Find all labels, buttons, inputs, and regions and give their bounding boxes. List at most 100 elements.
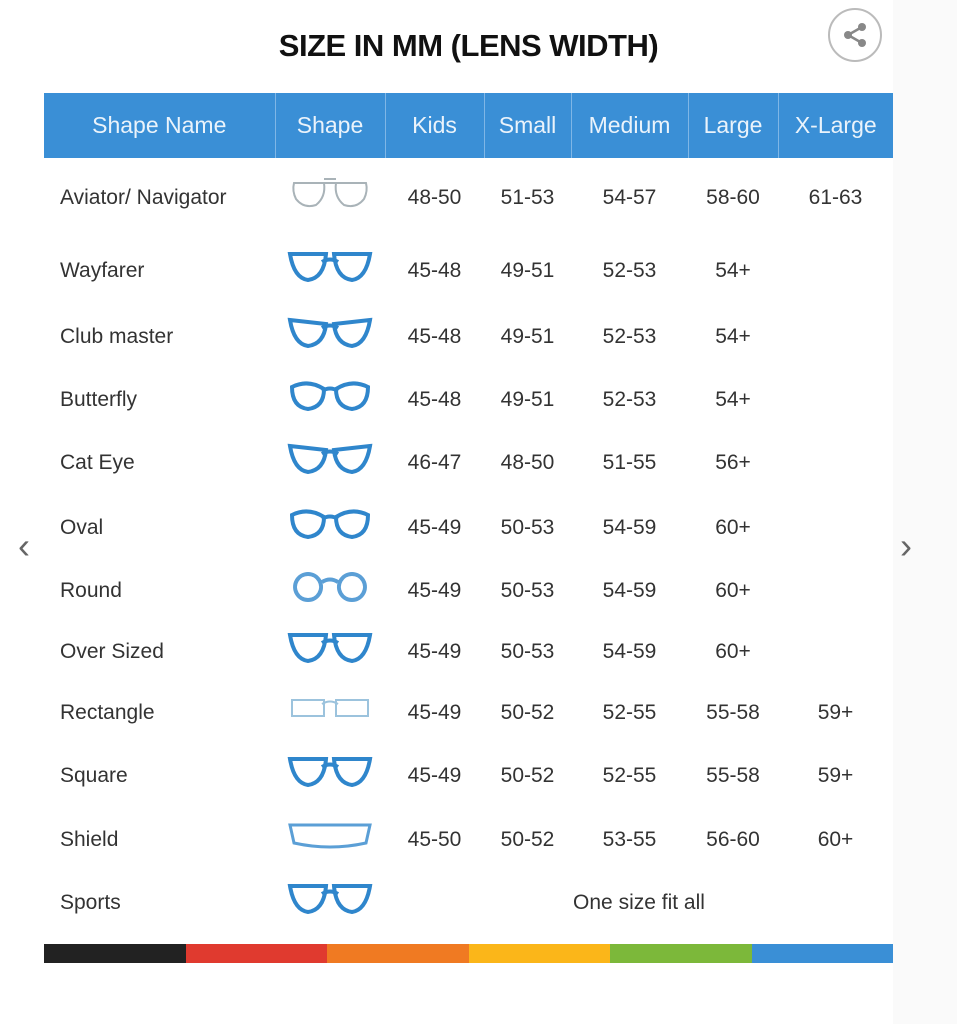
shape-name: Over Sized <box>60 639 164 663</box>
shape-name: Rectangle <box>60 700 155 724</box>
size-cell: 54-59 <box>602 515 657 539</box>
table-row: Aviator/ Navigator 48-50 51-53 54-57 58-60 61… <box>44 158 893 238</box>
size-cell: 48-50 <box>500 450 555 474</box>
size-cell: 56+ <box>715 450 751 474</box>
chevron-right-icon: › <box>900 525 912 566</box>
column-header: X-Large <box>777 93 893 158</box>
next-button[interactable]: › <box>900 525 912 567</box>
size-cell: 59+ <box>817 763 854 787</box>
shape-name: Wayfarer <box>60 259 145 282</box>
table-row: Shield 45-50 50-52 53-55 56-60 60+ <box>44 808 893 872</box>
glasses-round-icon <box>275 560 385 621</box>
column-header: Large <box>687 93 778 158</box>
size-cell: 52-55 <box>602 700 657 724</box>
size-cell: 50-52 <box>500 828 555 851</box>
table-header: Shape Name Shape Kids Small Medium Large X-Lar… <box>44 93 893 158</box>
glasses-shield-icon <box>275 808 385 872</box>
size-cell <box>778 304 893 369</box>
size-cell: 45-49 <box>407 700 462 724</box>
size-cell <box>778 621 893 682</box>
color-bar-segment <box>44 944 186 963</box>
size-cell: 54-57 <box>602 186 657 209</box>
size-cell: 46-47 <box>407 450 462 474</box>
glasses-sports-icon <box>275 872 385 933</box>
size-cell: 45-49 <box>407 763 462 787</box>
shape-name: Round <box>60 578 122 602</box>
shape-name: Shield <box>60 828 119 851</box>
size-cell: 45-48 <box>407 259 462 282</box>
table-row: Round 45-49 50-53 54-59 60+ <box>44 560 893 621</box>
glasses-wayfarer-icon <box>275 238 385 304</box>
size-cell: 50-53 <box>500 578 555 602</box>
size-cell: 45-48 <box>407 387 462 411</box>
size-cell <box>778 495 893 560</box>
size-cell: 50-53 <box>500 515 555 539</box>
size-cell: 60+ <box>715 515 751 539</box>
size-cell: 50-52 <box>500 763 555 787</box>
size-cell: 49-51 <box>500 324 555 348</box>
share-button[interactable] <box>828 8 882 62</box>
color-bar-segment <box>751 944 893 963</box>
shape-name: Sports <box>60 890 121 914</box>
color-bar-segment <box>610 944 752 963</box>
table-row: Oval 45-49 50-53 54-59 60+ <box>44 495 893 560</box>
column-header: Shape <box>274 93 385 158</box>
shape-name: Square <box>60 763 128 787</box>
shape-name: Butterfly <box>60 387 138 411</box>
size-cell: 56-60 <box>706 828 760 851</box>
size-cell: 50-53 <box>500 639 555 663</box>
size-note: One size fit all <box>573 890 705 914</box>
color-bar-segment <box>185 944 327 963</box>
table-row: Rectangle 45-49 50-52 52-55 55-58 59+ <box>44 682 893 743</box>
size-cell: 54-59 <box>602 639 657 663</box>
prev-button[interactable]: ‹ <box>18 525 30 567</box>
size-table: Shape Name Shape Kids Small Medium Large X-Lar… <box>44 93 893 933</box>
size-cell: 48-50 <box>407 186 462 209</box>
glasses-oval-icon <box>275 495 385 560</box>
color-bar-segment <box>327 944 469 963</box>
size-cell <box>778 369 893 430</box>
size-cell: 54+ <box>715 387 751 411</box>
size-cell <box>778 430 893 495</box>
table-row: Wayfarer 45-48 49-51 52-53 54+ <box>44 238 893 304</box>
glasses-oversized-icon <box>275 621 385 682</box>
size-cell: 45-48 <box>407 324 462 348</box>
size-cell: 49-51 <box>500 387 555 411</box>
glasses-rectangle-icon <box>275 682 385 743</box>
size-cell: 54-59 <box>602 578 657 602</box>
shape-name: Aviator/ Navigator <box>60 186 227 209</box>
size-cell: 61-63 <box>808 186 863 209</box>
size-cell: 53-55 <box>602 828 657 851</box>
table-row: Cat Eye 46-47 48-50 51-55 56+ <box>44 430 893 495</box>
size-cell: 51-53 <box>500 186 555 209</box>
shape-name: Club master <box>60 324 174 348</box>
column-header: Kids <box>384 93 484 158</box>
page-title: SIZE IN MM (LENS WIDTH) <box>278 28 659 63</box>
size-cell: 51-55 <box>602 450 657 474</box>
size-cell: 55-58 <box>706 700 760 724</box>
size-cell: 52-55 <box>602 763 657 787</box>
shape-name: Cat Eye <box>60 450 135 474</box>
table-row: Club master 45-48 49-51 52-53 54+ <box>44 304 893 369</box>
glasses-cateye-icon <box>275 430 385 495</box>
glasses-aviator-icon <box>275 158 385 238</box>
size-cell: 55-58 <box>706 763 760 787</box>
table-row: Square 45-49 50-52 52-55 55-58 59+ <box>44 743 893 808</box>
size-cell: 52-53 <box>602 387 657 411</box>
table-row: Over Sized 45-49 50-53 54-59 60+ <box>44 621 893 682</box>
size-cell: 49-51 <box>500 259 555 282</box>
size-cell: 50-52 <box>500 700 555 724</box>
column-header: Medium <box>570 93 688 158</box>
size-cell: 54+ <box>715 324 751 348</box>
column-header: Shape Name <box>44 93 275 158</box>
size-cell: 45-49 <box>407 578 462 602</box>
size-cell: 59+ <box>817 700 854 724</box>
glasses-butterfly-icon <box>275 369 385 430</box>
size-cell: 52-53 <box>602 324 657 348</box>
size-cell <box>778 238 893 304</box>
size-cell: 45-49 <box>407 515 462 539</box>
color-bar-segment <box>468 944 610 963</box>
table-row: Sports One size fit all <box>44 872 893 933</box>
glasses-square-icon <box>275 743 385 808</box>
size-cell: 45-50 <box>407 828 462 851</box>
